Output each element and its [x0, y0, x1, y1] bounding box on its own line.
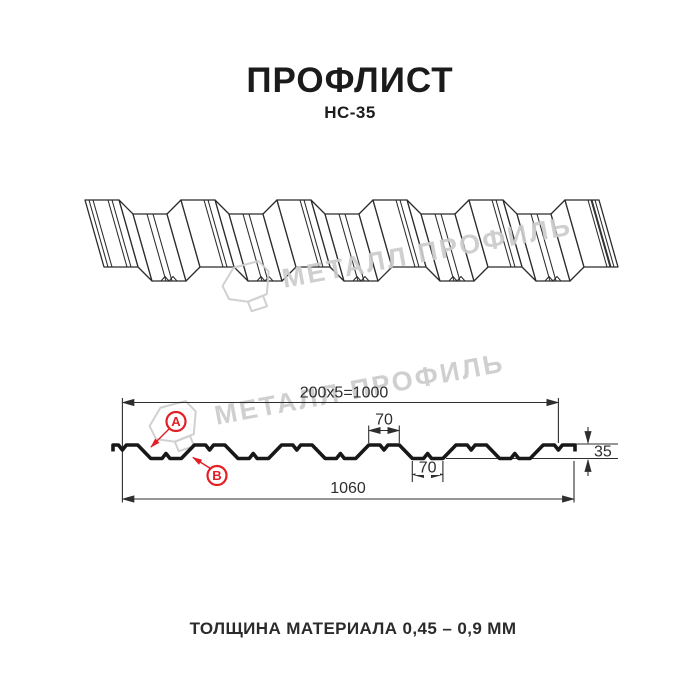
callout-b-label: B	[212, 468, 221, 483]
material-thickness-note: ТОЛЩИНА МАТЕРИАЛА 0,45 – 0,9 ММ	[190, 619, 517, 638]
cross-section-diagram: 200x5=1000 70 70 35 1060 A B	[111, 385, 618, 503]
dim-valley-width: 70	[419, 460, 437, 477]
dim-overall-width: 1060	[330, 480, 366, 497]
callout-a-circle	[165, 410, 187, 433]
profile-cross-section-outline	[111, 443, 577, 461]
profile-model-label: НС-35	[324, 103, 376, 122]
brand-logo-tab-icon	[246, 294, 269, 313]
dim-crest-width: 70	[375, 412, 393, 429]
callout-a: A	[150, 410, 187, 448]
sheet-3d-drawing	[84, 199, 619, 282]
dim-valley-label-backing	[415, 462, 440, 475]
dimension-lines	[121, 398, 618, 503]
brand-logo-icon	[221, 260, 270, 303]
page-title: ПРОФЛИСТ	[246, 61, 453, 100]
dim-height: 35	[594, 444, 612, 461]
callout-b-circle	[206, 464, 228, 487]
callout-a-label: A	[171, 414, 181, 429]
callout-b: B	[192, 456, 228, 487]
dim-working-width: 200x5=1000	[300, 385, 389, 402]
